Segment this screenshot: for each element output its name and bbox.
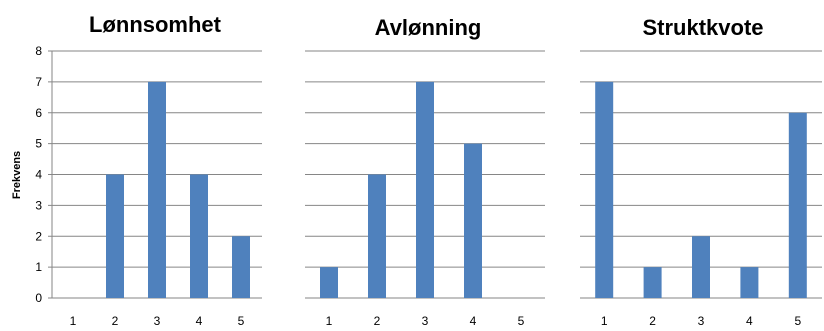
bar-avlonning-1 [320, 267, 338, 298]
x-tick-label: 3 [422, 314, 429, 328]
x-tick-label: 4 [196, 314, 203, 328]
y-tick-label: 0 [35, 291, 42, 305]
bar-lonnsomhet-2 [106, 174, 124, 298]
bar-struktkvote-5 [788, 112, 807, 298]
y-tick-label: 3 [35, 198, 42, 212]
panel-avlonning: Avlønning 1 2 3 4 5 [305, 15, 545, 328]
y-tick-label: 7 [35, 75, 42, 89]
x-tick-label: 5 [518, 314, 525, 328]
y-tick-label: 5 [35, 137, 42, 151]
x-tick-label: 1 [70, 314, 77, 328]
bar-struktkvote-1 [595, 81, 614, 298]
panel-title-avlonning: Avlønning [375, 15, 482, 40]
x-tick-label: 4 [470, 314, 477, 328]
bar-lonnsomhet-5 [232, 236, 250, 298]
y-tick-label: 1 [35, 260, 42, 274]
x-tick-label: 5 [794, 314, 801, 328]
y-tick-label: 6 [35, 106, 42, 120]
panel-struktkvote: Struktkvote 1 2 3 4 5 [580, 15, 822, 328]
x-tick-label: 2 [374, 314, 381, 328]
y-tick-label: 4 [35, 168, 42, 182]
panel-lonnsomhet: Lønnsomhet 0 1 2 3 4 5 6 7 8 1 2 3 4 5 [35, 12, 262, 328]
x-tick-label: 5 [238, 314, 245, 328]
panel-title-struktkvote: Struktkvote [642, 15, 763, 40]
bar-lonnsomhet-3 [148, 81, 166, 298]
bar-avlonning-3 [416, 81, 434, 298]
bar-avlonning-2 [368, 174, 386, 298]
y-tick-label: 8 [35, 44, 42, 58]
y-axis-label: Frekvens [11, 151, 23, 199]
panel-title-lonnsomhet: Lønnsomhet [89, 12, 222, 37]
bar-struktkvote-4 [740, 267, 759, 298]
bar-avlonning-4 [464, 143, 482, 298]
x-tick-label: 1 [326, 314, 333, 328]
x-tick-label: 3 [698, 314, 705, 328]
x-tick-label: 4 [746, 314, 753, 328]
bar-struktkvote-2 [643, 267, 662, 298]
x-tick-label: 3 [154, 314, 161, 328]
x-tick-label: 1 [601, 314, 608, 328]
y-tick-label: 2 [35, 229, 42, 243]
bar-lonnsomhet-4 [190, 174, 208, 298]
x-tick-label: 2 [112, 314, 119, 328]
x-tick-label: 2 [649, 314, 656, 328]
bar-struktkvote-3 [692, 236, 710, 298]
